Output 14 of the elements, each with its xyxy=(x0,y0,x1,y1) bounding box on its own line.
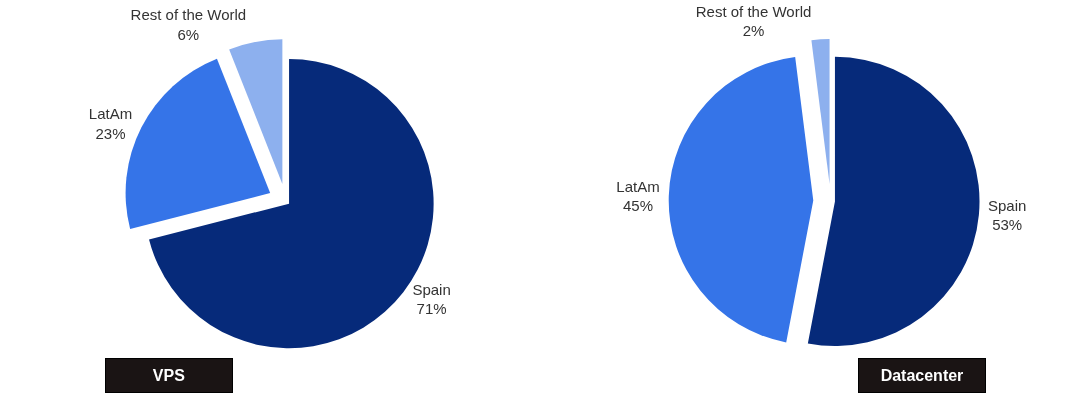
slice-label: Rest of the World xyxy=(695,2,812,20)
data-label: 2% xyxy=(742,22,765,40)
slice-label: Rest of the World xyxy=(130,6,247,24)
data-label: 71% xyxy=(416,300,447,318)
data-label: 6% xyxy=(177,25,200,43)
slice-label: Spain xyxy=(412,280,451,298)
data-label: 53% xyxy=(992,216,1023,234)
data-label: 23% xyxy=(95,124,126,142)
slice-label: LatAm xyxy=(616,177,660,195)
text: Datacenter xyxy=(880,367,964,384)
text: VPS xyxy=(152,367,186,384)
data-label: 45% xyxy=(622,197,653,215)
slice-label: Spain xyxy=(988,196,1027,214)
slice-label: LatAm xyxy=(88,105,133,123)
